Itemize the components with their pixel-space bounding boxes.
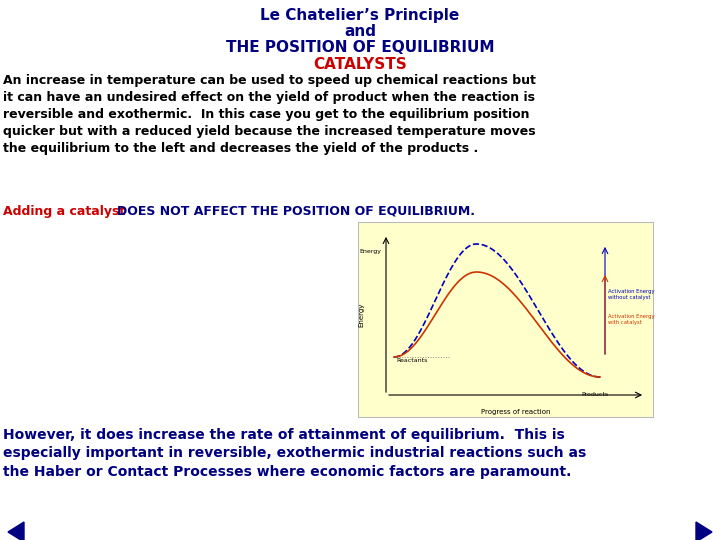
- Text: DOES NOT AFFECT THE POSITION OF EQUILIBRIUM.: DOES NOT AFFECT THE POSITION OF EQUILIBR…: [117, 205, 475, 218]
- Text: Energy: Energy: [358, 302, 364, 327]
- Text: and: and: [344, 24, 376, 39]
- Text: Reactants: Reactants: [396, 358, 428, 363]
- Text: CATALYSTS: CATALYSTS: [313, 57, 407, 72]
- Bar: [358, 222, 653, 417]
- Polygon shape: [8, 522, 24, 540]
- Text: THE POSITION OF EQUILIBRIUM: THE POSITION OF EQUILIBRIUM: [226, 40, 494, 55]
- Text: Progress of reaction: Progress of reaction: [481, 409, 550, 415]
- Text: Le Chatelier’s Principle: Le Chatelier’s Principle: [261, 8, 459, 23]
- Text: Activation Energy
with catalyst: Activation Energy with catalyst: [608, 314, 654, 325]
- Text: Products: Products: [582, 392, 608, 397]
- Text: An increase in temperature can be used to speed up chemical reactions but
it can: An increase in temperature can be used t…: [3, 74, 536, 155]
- Text: Adding a catalyst: Adding a catalyst: [3, 205, 130, 218]
- Text: Energy: Energy: [359, 249, 381, 254]
- Polygon shape: [696, 522, 712, 540]
- Text: However, it does increase the rate of attainment of equilibrium.  This is
especi: However, it does increase the rate of at…: [3, 428, 586, 479]
- Text: Activation Energy
without catalyst: Activation Energy without catalyst: [608, 289, 654, 300]
